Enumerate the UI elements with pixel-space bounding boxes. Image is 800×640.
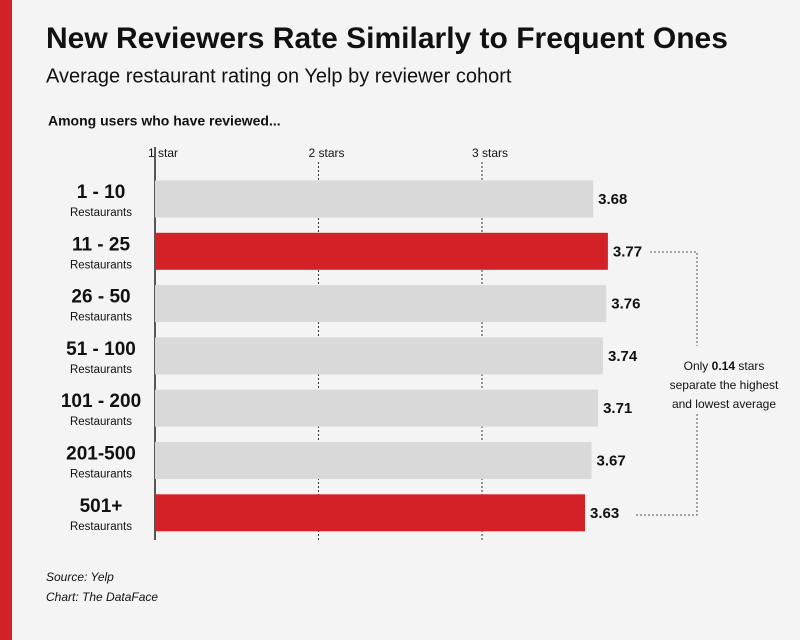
chart-title: New Reviewers Rate Similarly to Frequent…	[46, 22, 728, 55]
category-label: 11 - 25	[72, 234, 131, 255]
category-unit: Restaurants	[70, 469, 132, 481]
accent-strip	[0, 0, 12, 640]
annotation: Only 0.14 stars separate the highest and…	[662, 357, 786, 414]
category-unit: Restaurants	[70, 312, 132, 324]
axis-caption: Among users who have reviewed...	[48, 113, 281, 129]
bar	[155, 494, 586, 532]
category-label: 501+	[80, 496, 123, 517]
category-unit: Restaurants	[70, 364, 132, 376]
bar	[155, 337, 603, 375]
x-tick-label: 1 star	[148, 146, 178, 160]
annotation-tail: stars separate the highest and lowest av…	[669, 359, 779, 411]
category-label: 51 - 100	[66, 339, 136, 360]
source: Source: Yelp	[46, 570, 114, 584]
x-tick-label: 3 stars	[472, 146, 508, 160]
category-label: 26 - 50	[71, 287, 130, 308]
value-label: 3.71	[603, 400, 632, 417]
category-unit: Restaurants	[70, 416, 132, 428]
category-unit: Restaurants	[70, 259, 132, 271]
value-label: 3.77	[613, 243, 642, 260]
bar	[155, 232, 608, 270]
category-label: 101 - 200	[61, 391, 141, 412]
bar	[155, 389, 599, 427]
bar	[155, 180, 594, 218]
value-label: 3.63	[590, 505, 619, 522]
bar	[155, 285, 607, 323]
annotation-lead: Only	[683, 359, 709, 373]
value-label: 3.74	[608, 348, 638, 365]
annotation-highlight: 0.14	[711, 359, 736, 373]
value-label: 3.68	[598, 191, 627, 208]
bar	[155, 442, 592, 479]
chart-subtitle: Average restaurant rating on Yelp by rev…	[46, 65, 512, 87]
x-tick-label: 2 stars	[308, 146, 344, 160]
credit: Chart: The DataFace	[46, 590, 158, 604]
category-label: 1 - 10	[77, 182, 126, 203]
value-label: 3.76	[611, 296, 640, 313]
category-label: 201-500	[66, 444, 136, 465]
value-label: 3.67	[597, 452, 626, 469]
category-unit: Restaurants	[70, 207, 132, 219]
category-unit: Restaurants	[70, 521, 132, 533]
bracket	[636, 251, 698, 516]
